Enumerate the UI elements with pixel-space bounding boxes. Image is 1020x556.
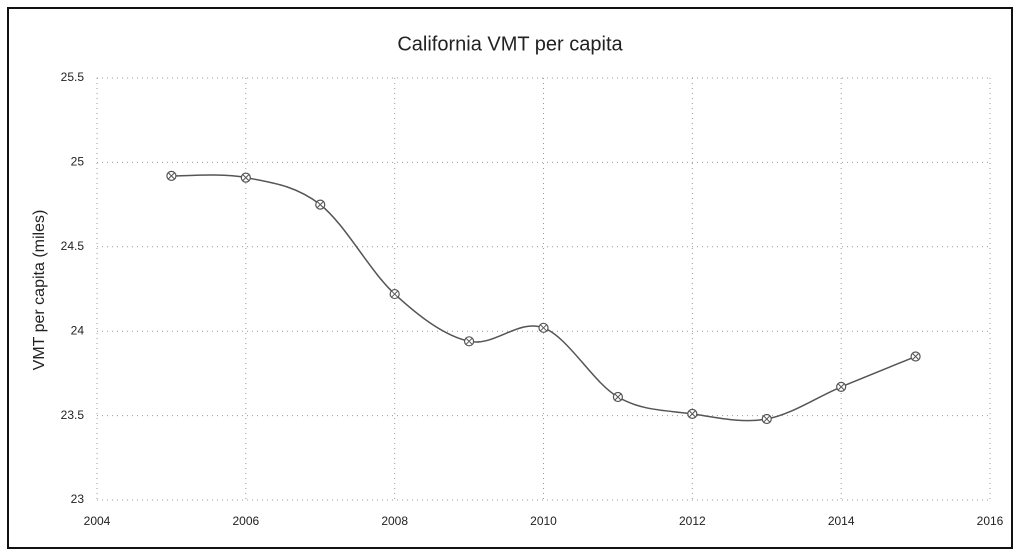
x-tick-label: 2016 <box>977 514 1004 528</box>
data-point <box>910 351 921 362</box>
frame <box>7 7 1013 549</box>
x-tick-label: 2008 <box>381 514 408 528</box>
y-tick-label: 24.5 <box>61 239 85 253</box>
y-tick-label: 23 <box>71 492 85 506</box>
data-point <box>240 172 251 183</box>
x-tick-label: 2010 <box>530 514 557 528</box>
y-axis-label: VMT per capita (miles) <box>31 210 48 371</box>
data-point <box>389 288 400 300</box>
x-tick-label: 2014 <box>828 514 855 528</box>
y-tick-label: 24 <box>71 323 85 337</box>
chart-title: California VMT per capita <box>397 33 623 55</box>
data-point <box>463 336 475 347</box>
data-point <box>538 322 549 333</box>
x-tick-label: 2004 <box>84 514 111 528</box>
x-tick-label: 2012 <box>679 514 706 528</box>
y-tick-label: 23.5 <box>61 408 85 422</box>
x-tick-label: 2006 <box>232 514 259 528</box>
data-point <box>315 199 326 210</box>
data-point <box>836 381 847 393</box>
data-point <box>687 408 698 420</box>
data-point <box>612 391 624 403</box>
data-point <box>166 170 177 182</box>
y-tick-label: 25 <box>71 155 85 169</box>
data-point <box>761 413 772 425</box>
y-tick-label: 25.5 <box>61 70 85 84</box>
